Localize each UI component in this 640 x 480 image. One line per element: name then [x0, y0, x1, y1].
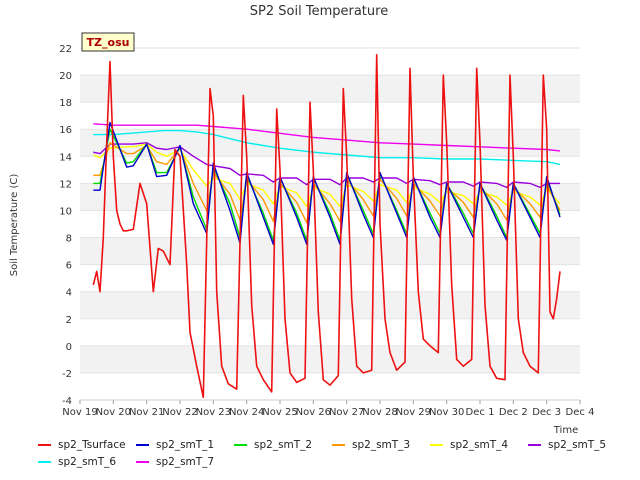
- y-tick-label: 2: [66, 315, 72, 326]
- x-axis-label: Time: [553, 425, 578, 436]
- background-band: [80, 291, 580, 319]
- legend-label: sp2_smT_4: [450, 438, 509, 451]
- station-badge: TZ_osu: [81, 32, 135, 52]
- legend-item: sp2_smT_2: [234, 439, 332, 451]
- legend-item: sp2_Tsurface: [38, 439, 136, 451]
- x-tick-label: Dec 4: [566, 407, 595, 418]
- y-tick-label: 0: [66, 342, 72, 353]
- legend-label: sp2_smT_5: [548, 438, 607, 451]
- legend-row: sp2_Tsurface sp2_smT_1 sp2_smT_2 sp2_smT_3 s…: [38, 436, 628, 453]
- series-line-sp2_smT_5: [93, 142, 560, 189]
- series-line-sp2_smT_1: [93, 121, 561, 246]
- x-tick-label: Nov 19: [62, 407, 97, 418]
- y-tick-label: 18: [59, 98, 72, 109]
- y-tick-label: 20: [59, 71, 72, 82]
- legend-item: sp2_smT_3: [332, 439, 430, 451]
- legend-swatch: [136, 460, 149, 463]
- y-tick-label: -4: [62, 396, 72, 407]
- legend-item: sp2_smT_1: [136, 439, 234, 451]
- legend-swatch: [38, 460, 51, 463]
- station-badge-box: [81, 32, 135, 52]
- legend-swatch: [234, 443, 247, 446]
- background-band: [80, 129, 580, 157]
- legend-label: sp2_smT_3: [352, 438, 411, 451]
- series-lines: [92, 53, 561, 399]
- x-tick-label: Nov 20: [96, 407, 131, 418]
- legend-swatch: [38, 443, 51, 446]
- legend-swatch: [430, 443, 443, 446]
- legend-swatch: [332, 443, 345, 446]
- legend-item: sp2_smT_6: [38, 456, 136, 468]
- y-tick-label: 22: [59, 44, 72, 55]
- background-band: [80, 75, 580, 103]
- legend-row: sp2_smT_6 sp2_smT_7: [38, 453, 628, 470]
- x-tick-label: Nov 22: [162, 407, 197, 418]
- legend-item: sp2_smT_5: [528, 439, 626, 451]
- legend-swatch: [136, 443, 149, 446]
- legend-item: sp2_smT_7: [136, 456, 234, 468]
- x-tick-label: Nov 27: [329, 407, 364, 418]
- legend-label: sp2_smT_2: [254, 438, 313, 451]
- series-line-sp2_Tsurface: [92, 53, 561, 399]
- legend-label: sp2_Tsurface: [58, 438, 126, 451]
- x-tick-label: Dec 3: [532, 407, 561, 418]
- legend-label: sp2_smT_1: [156, 438, 215, 451]
- chart-title: SP2 Soil Temperature: [250, 4, 388, 19]
- station-label: TZ_osu: [87, 36, 130, 49]
- legend-swatch: [528, 443, 541, 446]
- x-tick-label: Nov 23: [196, 407, 231, 418]
- x-tick-label: Nov 24: [229, 407, 264, 418]
- y-tick-label: 6: [66, 261, 72, 272]
- y-tick-label: 14: [59, 152, 72, 163]
- x-tick-label: Nov 26: [296, 407, 331, 418]
- x-tick-label: Nov 28: [362, 407, 397, 418]
- x-tick-label: Nov 29: [396, 407, 431, 418]
- y-tick-label: -2: [62, 369, 72, 380]
- x-tick-label: Nov 30: [429, 407, 464, 418]
- legend-item: sp2_smT_4: [430, 439, 528, 451]
- legend: sp2_Tsurface sp2_smT_1 sp2_smT_2 sp2_smT_3 s…: [38, 436, 628, 470]
- y-tick-label: 10: [59, 206, 72, 217]
- series-line-sp2_smT_7: [93, 123, 561, 152]
- legend-label: sp2_smT_7: [156, 455, 215, 468]
- y-axis-label: Soil Temperature (C): [9, 174, 20, 277]
- plot-background-bands: [80, 75, 580, 373]
- y-tick-label: 12: [59, 179, 72, 190]
- y-tick-label: 16: [59, 125, 72, 136]
- legend-label: sp2_smT_6: [58, 455, 117, 468]
- y-tick-label: 8: [66, 234, 72, 245]
- x-tick-label: Nov 25: [262, 407, 297, 418]
- background-band: [80, 345, 580, 373]
- background-band: [80, 237, 580, 265]
- x-tick-label: Dec 1: [466, 407, 495, 418]
- series-line-sp2_smT_4: [93, 143, 561, 208]
- x-tick-label: Nov 21: [129, 407, 164, 418]
- x-tick-label: Dec 2: [499, 407, 528, 418]
- y-tick-label: 4: [66, 288, 72, 299]
